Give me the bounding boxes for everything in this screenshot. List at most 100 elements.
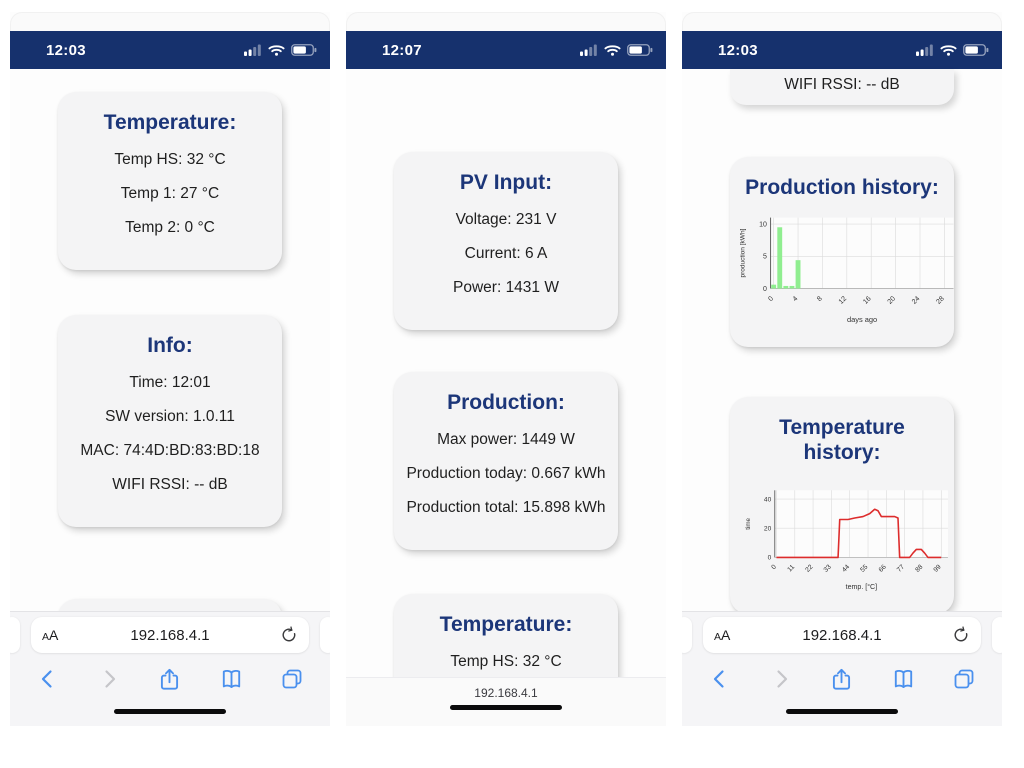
home-indicator[interactable]	[450, 705, 562, 710]
mac-value: MAC: 74:4D:BD:83:BD:18	[80, 442, 260, 459]
safari-bottom-chrome: AA 192.168.4.1	[682, 611, 1002, 726]
temperature-history-chart: 0 20 40 0 11 22 33 44 55 66 77 88 99 temp. [°C] time	[745, 490, 948, 591]
temp-hs-value: Temp HS: 32 °C	[114, 151, 226, 168]
svg-text:10: 10	[759, 221, 767, 228]
svg-text:temp. [°C]: temp. [°C]	[846, 583, 877, 591]
svg-text:20: 20	[887, 295, 898, 306]
svg-text:production [kWh]: production [kWh]	[739, 228, 746, 277]
svg-text:16: 16	[862, 295, 873, 306]
back-button-chevron-left-icon[interactable]	[36, 667, 60, 691]
cellular-signal-icon	[244, 44, 261, 56]
status-bar: 12:07	[346, 31, 666, 69]
svg-text:66: 66	[878, 563, 888, 573]
refresh-icon[interactable]	[952, 626, 970, 644]
safari-toolbar	[10, 658, 330, 700]
partial-info-card: WIFI RSSI: -- dB	[730, 69, 954, 105]
reader-mode-button[interactable]: AA	[42, 627, 59, 643]
home-indicator-area	[346, 702, 666, 722]
wifi-rssi-value: WIFI RSSI: -- dB	[112, 476, 228, 493]
adjacent-tab-fragment[interactable]	[992, 617, 1002, 653]
production-total-value: Production total: 15.898 kWh	[406, 499, 606, 516]
svg-text:44: 44	[841, 563, 851, 573]
battery-icon	[627, 44, 653, 56]
card-title: Info:	[147, 334, 193, 357]
power-value: Power: 1431 W	[453, 279, 559, 296]
url-field[interactable]: 192.168.4.1	[130, 626, 210, 644]
screenshot-top-edge	[346, 12, 666, 31]
safari-url-bar: AA 192.168.4.1	[682, 612, 1002, 658]
production-history-chart: 0 5 10 0 4 8 12 16 20 24 28 days ago production [kWh…	[739, 217, 954, 324]
three-phone-screenshots: 12:03 Temperature: Temp HS: 32 °C Temp 1…	[10, 12, 1002, 726]
phone-screenshot-1: 12:03 Temperature: Temp HS: 32 °C Temp 1…	[10, 12, 330, 726]
card-title: Temperature:	[439, 613, 573, 636]
card-title: PV Input:	[459, 171, 553, 194]
temp-1-value: Temp 1: 27 °C	[120, 185, 220, 202]
safari-url-bar: AA 192.168.4.1	[10, 612, 330, 658]
web-page-content: WIFI RSSI: -- dB Production history: 0 5 1…	[682, 69, 1002, 726]
url-field[interactable]: 192.168.4.1	[802, 626, 882, 644]
svg-text:77: 77	[896, 563, 906, 573]
tabs-icon[interactable]	[280, 667, 304, 691]
back-button-chevron-left-icon[interactable]	[708, 667, 732, 691]
safari-collapsed-bar: 192.168.4.1	[346, 677, 666, 726]
refresh-icon[interactable]	[280, 626, 298, 644]
production-history-card: Production history: 0 5 10 0 4 8 12 16 20 24 28 day…	[730, 157, 954, 347]
address-bar[interactable]: AA 192.168.4.1	[703, 617, 981, 653]
svg-text:33: 33	[823, 563, 833, 573]
card-title: Temperature history:	[779, 416, 905, 464]
wifi-icon	[268, 45, 285, 56]
adjacent-tab-fragment[interactable]	[10, 617, 20, 653]
svg-text:28: 28	[935, 295, 946, 306]
status-time: 12:07	[382, 41, 422, 59]
status-bar: 12:03	[682, 31, 1002, 69]
wifi-icon	[604, 45, 621, 56]
forward-button-chevron-right-icon[interactable]	[97, 667, 121, 691]
sw-version-value: SW version: 1.0.11	[105, 408, 235, 425]
svg-text:0: 0	[763, 286, 767, 293]
card-title: Production:	[447, 391, 565, 414]
wifi-rssi-value: WIFI RSSI: -- dB	[784, 76, 900, 93]
temp-hs-value: Temp HS: 32 °C	[450, 653, 562, 670]
home-indicator[interactable]	[114, 709, 226, 714]
temp-2-value: Temp 2: 0 °C	[125, 219, 215, 236]
battery-icon	[291, 44, 317, 56]
reader-mode-button[interactable]: AA	[714, 627, 731, 643]
svg-text:days ago: days ago	[847, 315, 877, 324]
collapsed-url-field[interactable]: 192.168.4.1	[474, 686, 538, 700]
screenshot-top-edge	[10, 12, 330, 31]
address-bar[interactable]: AA 192.168.4.1	[31, 617, 309, 653]
share-icon[interactable]	[157, 667, 182, 692]
share-icon[interactable]	[829, 667, 854, 692]
safari-toolbar	[682, 658, 1002, 700]
current-value: Current: 6 A	[464, 245, 548, 262]
adjacent-tab-fragment[interactable]	[320, 617, 330, 653]
home-indicator-area	[682, 700, 1002, 726]
svg-text:11: 11	[786, 563, 796, 573]
pv-input-card: PV Input: Voltage: 231 V Current: 6 A Po…	[394, 152, 618, 330]
safari-bottom-chrome: AA 192.168.4.1	[10, 611, 330, 726]
adjacent-tab-fragment[interactable]	[682, 617, 692, 653]
svg-text:8: 8	[816, 295, 824, 303]
bookmarks-book-icon[interactable]	[891, 667, 916, 692]
wifi-icon	[940, 45, 957, 56]
svg-text:55: 55	[859, 563, 869, 573]
svg-text:0: 0	[770, 563, 778, 571]
home-indicator[interactable]	[786, 709, 898, 714]
temperature-history-card: Temperature history: 0 20 40 0 11 22 33 44 55 66 7…	[730, 397, 954, 614]
svg-text:88: 88	[914, 563, 924, 573]
bookmarks-book-icon[interactable]	[219, 667, 244, 692]
phone-screenshot-2: 12:07 PV Input: Voltage: 231 V Current: …	[346, 12, 666, 726]
svg-text:40: 40	[764, 496, 772, 503]
voltage-value: Voltage: 231 V	[455, 211, 557, 228]
forward-button-chevron-right-icon[interactable]	[769, 667, 793, 691]
status-time: 12:03	[46, 41, 86, 59]
svg-text:5: 5	[763, 254, 767, 261]
production-card: Production: Max power: 1449 W Production…	[394, 372, 618, 550]
card-title: Production history:	[745, 176, 939, 199]
cellular-signal-icon	[580, 44, 597, 56]
svg-text:22: 22	[804, 563, 814, 573]
web-page-content: PV Input: Voltage: 231 V Current: 6 A Po…	[346, 69, 666, 726]
tabs-icon[interactable]	[952, 667, 976, 691]
phone-screenshot-3: 12:03 WIFI RSSI: -- dB Production histor…	[682, 12, 1002, 726]
temperature-card: Temperature: Temp HS: 32 °C Temp 1: 27 °…	[58, 92, 282, 270]
